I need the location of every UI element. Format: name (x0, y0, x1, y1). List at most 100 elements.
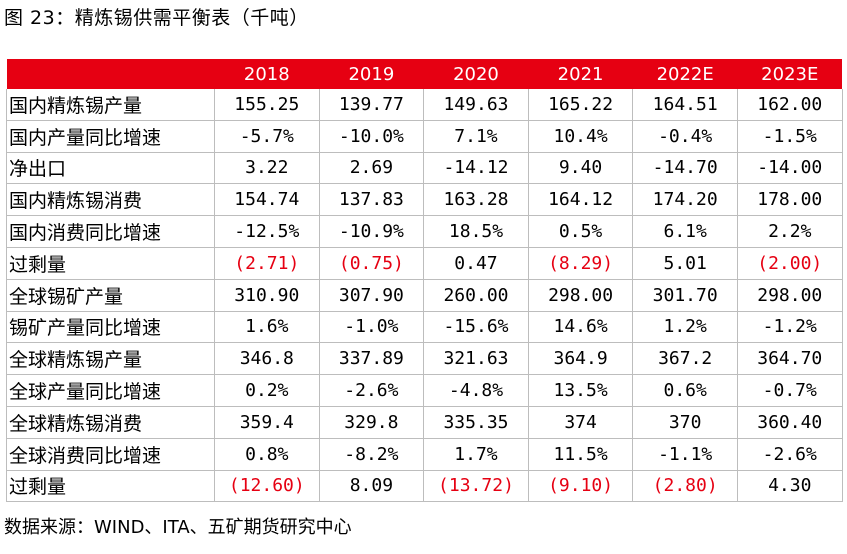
table-cell: -0.4% (632, 120, 738, 153)
row-label: 全球锡矿产量 (6, 279, 215, 312)
table-cell: 155.25 (214, 89, 320, 121)
table-cell: (13.72) (423, 470, 529, 503)
table-cell: 14.6% (528, 311, 634, 344)
table-body: 国内精炼锡产量 155.25 139.77 149.63 165.22 164.51 162… (6, 89, 843, 503)
table-cell: 307.90 (319, 279, 425, 312)
header-corner (6, 59, 215, 89)
table-cell: -2.6% (319, 374, 425, 407)
header-year-2018: 2018 (214, 59, 320, 89)
table-cell: 154.74 (214, 183, 320, 217)
table-cell: -5.7% (214, 120, 320, 153)
table-row: 国内消费同比增速 -12.5% -10.9% 18.5% 0.5% 6.1% 2.2% (6, 215, 843, 248)
row-label: 国内精炼锡产量 (6, 89, 215, 121)
table-row: 净出口 3.22 2.69 -14.12 9.40 -14.70 -14.00 (6, 152, 843, 185)
table-cell: -1.5% (737, 120, 843, 153)
table-cell: 162.00 (737, 89, 843, 121)
row-label: 全球精炼锡消费 (6, 406, 215, 439)
header-year-2023e: 2023E (737, 59, 843, 89)
table-cell: 346.8 (214, 342, 320, 376)
table-cell: (12.60) (214, 470, 320, 503)
table-cell: -14.00 (737, 152, 843, 185)
table-cell: 367.2 (632, 342, 738, 376)
table-cell: 139.77 (319, 89, 425, 121)
table-cell: 1.2% (632, 311, 738, 344)
table-cell: 0.6% (632, 374, 738, 407)
table-cell: 337.89 (319, 342, 425, 376)
table-cell: -15.6% (423, 311, 529, 344)
table-cell: 298.00 (737, 279, 843, 312)
table-cell: 163.28 (423, 183, 529, 217)
table-row: 全球锡矿产量 310.90 307.90 260.00 298.00 301.70 298.… (6, 279, 843, 312)
table-cell: 359.4 (214, 406, 320, 439)
table-cell: 13.5% (528, 374, 634, 407)
table-row: 全球产量同比增速 0.2% -2.6% -4.8% 13.5% 0.6% -0.7% (6, 374, 843, 407)
table-row: 国内精炼锡产量 155.25 139.77 149.63 165.22 164.51 162… (6, 89, 843, 121)
header-year-2020: 2020 (423, 59, 529, 89)
row-label: 过剩量 (6, 470, 215, 503)
balance-table-container: 2018 2019 2020 2021 2022E 2023E 国内精炼锡产量 1… (6, 59, 843, 503)
table-cell: 260.00 (423, 279, 529, 312)
table-cell: 2.2% (737, 215, 843, 248)
row-label: 净出口 (6, 152, 215, 185)
table-cell: (0.75) (319, 247, 425, 280)
figure-title: 图 23：精炼锡供需平衡表（千吨） (4, 7, 309, 29)
table-row: 国内产量同比增速 -5.7% -10.0% 7.1% 10.4% -0.4% -1.5% (6, 120, 843, 153)
balance-table: 2018 2019 2020 2021 2022E 2023E 国内精炼锡产量 1… (6, 59, 843, 503)
table-cell: (2.00) (737, 247, 843, 280)
table-cell: -4.8% (423, 374, 529, 407)
table-cell: 2.69 (319, 152, 425, 185)
table-cell: 3.22 (214, 152, 320, 185)
row-label: 国内精炼锡消费 (6, 183, 215, 217)
table-cell: 10.4% (528, 120, 634, 153)
table-cell: 164.51 (632, 89, 738, 121)
table-cell: 4.30 (737, 470, 843, 503)
row-label: 全球产量同比增速 (6, 374, 215, 407)
header-year-2019: 2019 (319, 59, 424, 89)
table-cell: (2.80) (632, 470, 738, 503)
table-cell: 364.9 (528, 342, 634, 376)
table-cell: 335.35 (423, 406, 529, 439)
table-cell: -10.9% (319, 215, 425, 248)
table-cell: -1.0% (319, 311, 425, 344)
table-cell: -10.0% (319, 120, 425, 153)
table-cell: 0.2% (214, 374, 320, 407)
table-cell: 18.5% (423, 215, 529, 248)
table-cell: 360.40 (737, 406, 843, 439)
table-cell: -1.1% (632, 438, 738, 471)
table-row: 锡矿产量同比增速 1.6% -1.0% -15.6% 14.6% 1.2% -1.2% (6, 311, 843, 344)
table-cell: 321.63 (423, 342, 529, 376)
row-label: 国内消费同比增速 (6, 215, 215, 248)
table-cell: 149.63 (423, 89, 529, 121)
table-cell: 1.6% (214, 311, 320, 344)
table-cell: 374 (528, 406, 634, 439)
row-label: 过剩量 (6, 247, 215, 280)
table-cell: (9.10) (528, 470, 634, 503)
table-cell: 164.12 (528, 183, 634, 217)
row-label: 全球精炼锡产量 (6, 342, 215, 376)
table-cell: 6.1% (632, 215, 738, 248)
table-cell: (2.71) (214, 247, 320, 280)
table-cell: 370 (632, 406, 738, 439)
row-label: 锡矿产量同比增速 (6, 311, 215, 344)
header-year-2022e: 2022E (632, 59, 738, 89)
table-cell: 7.1% (423, 120, 529, 153)
table-cell: -2.6% (737, 438, 843, 471)
row-label: 国内产量同比增速 (6, 120, 215, 153)
table-cell: 301.70 (632, 279, 738, 312)
header-year-2021: 2021 (528, 59, 633, 89)
table-cell: 8.09 (319, 470, 425, 503)
table-cell: 174.20 (632, 183, 738, 217)
table-row: 过剩量 (12.60) 8.09 (13.72) (9.10) (2.80) 4.30 (6, 470, 843, 503)
table-cell: -0.7% (737, 374, 843, 407)
table-cell: -14.12 (423, 152, 529, 185)
table-cell: (8.29) (528, 247, 634, 280)
table-cell: 0.8% (214, 438, 320, 471)
table-cell: -12.5% (214, 215, 320, 248)
table-row: 过剩量 (2.71) (0.75) 0.47 (8.29) 5.01 (2.00) (6, 247, 843, 280)
table-row: 全球消费同比增速 0.8% -8.2% 1.7% 11.5% -1.1% -2.6% (6, 438, 843, 471)
table-cell: -1.2% (737, 311, 843, 344)
table-cell: 329.8 (319, 406, 425, 439)
source-note: 数据来源：WIND、ITA、五矿期货研究中心 (4, 517, 352, 538)
table-cell: 9.40 (528, 152, 634, 185)
table-cell: 11.5% (528, 438, 634, 471)
